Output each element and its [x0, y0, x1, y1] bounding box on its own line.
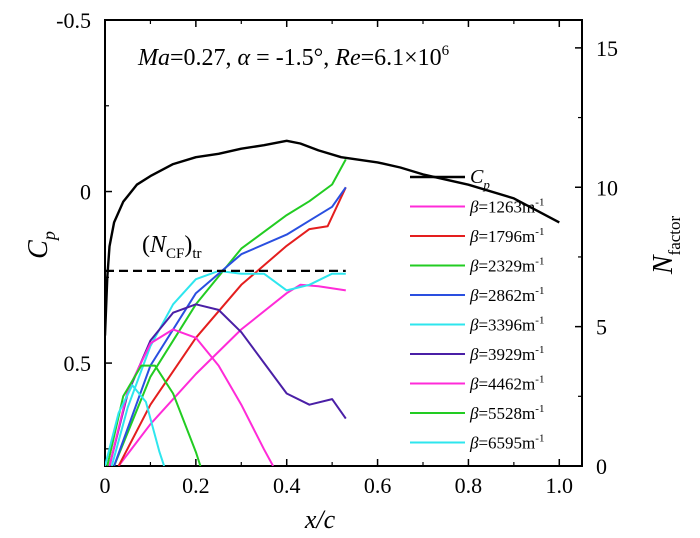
y-left-tick-label: 0.5: [64, 351, 92, 376]
x-axis-title: x/c: [304, 505, 336, 534]
nfactor-line-5: [110, 269, 346, 466]
legend-label-cp: Cp: [470, 166, 490, 192]
nfactor-line-3: [113, 158, 347, 466]
legend-label-9: β=6595m-1: [469, 433, 544, 453]
ncf-annotation: (NCF)tr: [142, 232, 202, 262]
x-tick-label: 0.6: [364, 473, 392, 498]
x-tick-label: 0.8: [455, 473, 483, 498]
x-tick-label: 0.2: [182, 473, 210, 498]
x-tick-label: 1.0: [546, 473, 574, 498]
legend: Cp β=1263m-1 β=1796m-1 β=2329m-1 β=2862m-1 β=…: [410, 166, 544, 453]
legend-label-3: β=2329m-1: [469, 256, 544, 276]
y-right-tick-label: 15: [596, 36, 618, 61]
x-tick-label: 0: [100, 473, 111, 498]
legend-label-7: β=4462m-1: [469, 374, 544, 394]
legend-label-4: β=2862m-1: [469, 285, 544, 305]
y-right-tick-label: 0: [596, 454, 607, 479]
legend-label-6: β=3929m-1: [469, 344, 544, 364]
nfactor-line-6: [108, 303, 347, 466]
x-tick-label: 0.4: [273, 473, 301, 498]
legend-label-5: β=3396m-1: [469, 315, 544, 335]
y-left-tick-label: -0.5: [56, 8, 91, 33]
nfactor-line-1: [117, 283, 346, 466]
legend-label-2: β=1796m-1: [469, 226, 544, 246]
y-left-tick-label: 0: [80, 180, 91, 205]
axis-tick-labels: 0 0.2 0.4 0.6 0.8 1.0 -0.5 0 0.5 0 5 10 15: [56, 8, 618, 498]
nfactor-line-2: [117, 186, 347, 466]
plot-frame: [104, 19, 583, 467]
y-right-tick-label: 5: [596, 315, 607, 340]
chart-title: Ma=0.27, α = -1.5°, Re=6.1×106: [137, 43, 450, 71]
nfactor-line-4: [113, 186, 347, 466]
axis-ticks: [104, 19, 582, 467]
y-right-tick-label: 10: [596, 175, 618, 200]
legend-label-8: β=5528m-1: [469, 403, 544, 423]
y-left-axis-title: Cp: [23, 231, 59, 259]
nfactor-line-8: [106, 364, 202, 466]
nfactor-line-9: [105, 384, 166, 466]
y-right-axis-title: Nfactor: [648, 216, 684, 276]
data-lines: [105, 139, 560, 466]
legend-label-1: β=1263m-1: [469, 197, 544, 217]
